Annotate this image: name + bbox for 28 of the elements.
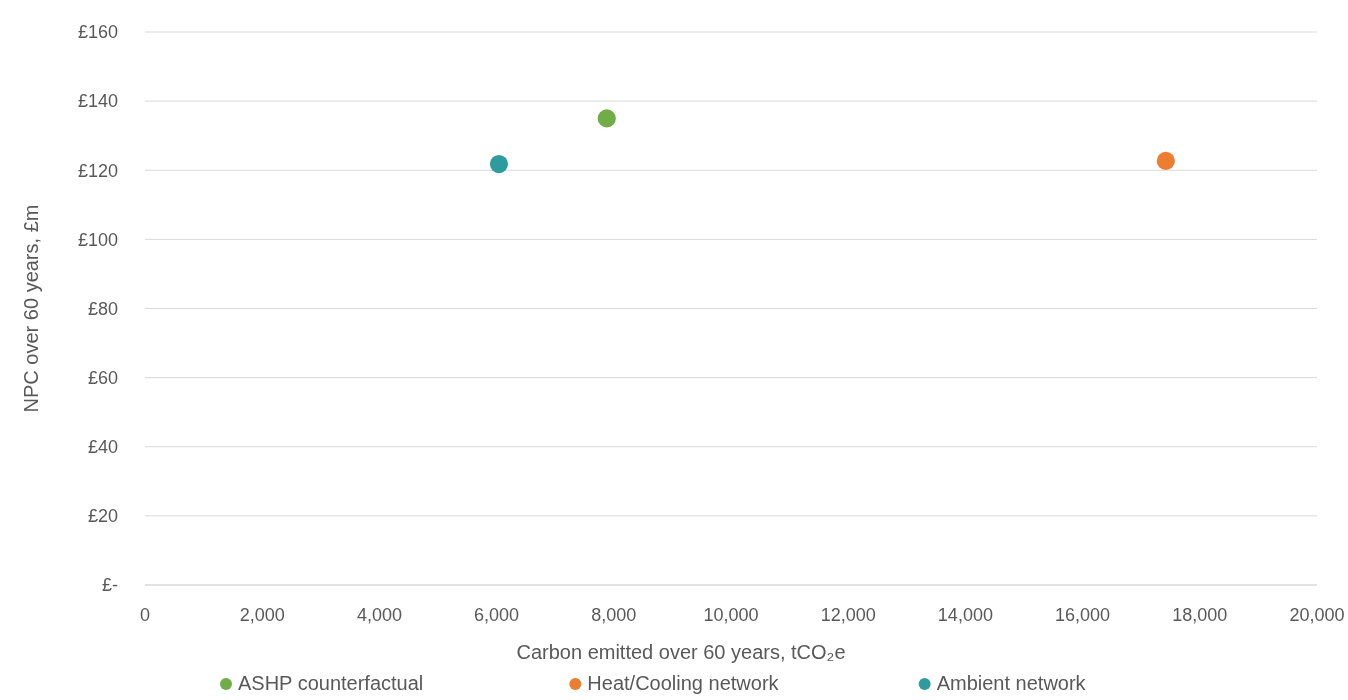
y-tick-label: £160 bbox=[77, 22, 118, 43]
y-tick-label: £20 bbox=[87, 506, 118, 527]
y-axis-title: NPC over 60 years, £m bbox=[20, 204, 42, 413]
x-tick-label: 20,000 bbox=[1289, 605, 1345, 625]
x-tick-label: 8,000 bbox=[591, 605, 637, 625]
legend-label: Heat/Cooling network bbox=[587, 672, 780, 694]
x-tick-label: 12,000 bbox=[820, 605, 876, 625]
x-tick-label: 0 bbox=[139, 605, 151, 625]
x-tick-label: 16,000 bbox=[1055, 605, 1111, 625]
x-tick-label: 6,000 bbox=[474, 605, 520, 625]
point bbox=[597, 109, 616, 128]
y-tick-label: £40 bbox=[87, 437, 118, 458]
x-axis-title: Carbon emitted over 60 years, tCO₂e bbox=[516, 641, 846, 663]
y-tick-label: £140 bbox=[77, 91, 118, 112]
x-tick-label: 18,000 bbox=[1172, 605, 1228, 625]
y-tick-label: £80 bbox=[87, 298, 118, 319]
x-tick-label: 4,000 bbox=[356, 605, 402, 625]
legend-label: ASHP counterfactual bbox=[238, 672, 424, 694]
y-tick-label: £60 bbox=[87, 367, 118, 388]
legend-label: Ambient network bbox=[936, 672, 1087, 694]
x-tick-label: 14,000 bbox=[937, 605, 993, 625]
y-tick-label: £120 bbox=[77, 160, 118, 181]
x-tick-label: 10,000 bbox=[703, 605, 759, 625]
x-tick-label: 2,000 bbox=[239, 605, 285, 625]
point bbox=[1156, 151, 1175, 170]
y-tick-label: £100 bbox=[77, 229, 118, 250]
y-tick-label: £- bbox=[101, 575, 118, 596]
point bbox=[489, 154, 509, 174]
